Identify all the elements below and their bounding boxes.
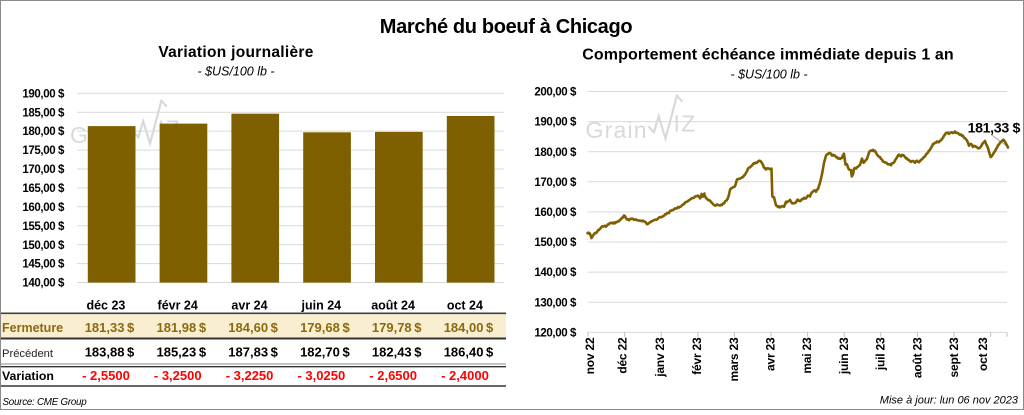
svg-text:juil 23: juil 23: [873, 337, 887, 371]
svg-text:155,00 $: 155,00 $: [22, 221, 65, 233]
svg-text:165,00 $: 165,00 $: [22, 183, 65, 195]
svg-text:181,98 $: 181,98 $: [156, 320, 206, 335]
svg-text:145,00 $: 145,00 $: [22, 259, 65, 271]
svg-text:août 23: août 23: [910, 337, 924, 378]
svg-text:150,00 $: 150,00 $: [534, 237, 577, 249]
svg-text:juin 23: juin 23: [837, 337, 851, 375]
svg-text:Fermeture: Fermeture: [2, 321, 63, 335]
svg-text:- 2,5500: - 2,5500: [82, 368, 130, 383]
svg-text:185,00 $: 185,00 $: [22, 107, 65, 119]
svg-text:Mise à jour: lun 06 nov 2023: Mise à jour: lun 06 nov 2023: [880, 395, 1019, 407]
svg-text:186,40 $: 186,40 $: [444, 345, 494, 360]
svg-text:avr 24: avr 24: [231, 299, 267, 313]
svg-text:183,88 $: 183,88 $: [85, 345, 135, 360]
svg-text:janv 23: janv 23: [653, 337, 667, 378]
svg-text:160,00 $: 160,00 $: [22, 202, 65, 214]
svg-text:150,00 $: 150,00 $: [22, 240, 65, 252]
svg-text:Variation: Variation: [2, 369, 54, 383]
svg-text:- 3,2250: - 3,2250: [226, 368, 274, 383]
svg-text:déc 23: déc 23: [86, 299, 125, 313]
svg-text:140,00 $: 140,00 $: [534, 267, 577, 279]
svg-text:Précédent: Précédent: [2, 348, 54, 360]
svg-text:sept 23: sept 23: [947, 337, 961, 377]
svg-text:oct 23: oct 23: [976, 337, 990, 371]
svg-text:juin 24: juin 24: [301, 299, 342, 313]
svg-text:200,00 $: 200,00 $: [534, 87, 577, 99]
svg-text:mai 23: mai 23: [800, 337, 814, 374]
svg-text:179,68 $: 179,68 $: [300, 320, 350, 335]
svg-text:août 24: août 24: [371, 299, 415, 313]
svg-text:- 2,6500: - 2,6500: [369, 368, 417, 383]
svg-text:190,00 $: 190,00 $: [534, 117, 577, 129]
svg-text:180,00 $: 180,00 $: [22, 126, 65, 138]
svg-text:Comportement échéance immédiat: Comportement échéance immédiate depuis 1…: [582, 47, 954, 64]
svg-text:120,00 $: 120,00 $: [534, 327, 577, 339]
svg-text:170,00 $: 170,00 $: [22, 164, 65, 176]
svg-text:182,43 $: 182,43 $: [372, 345, 422, 360]
svg-text:170,00 $: 170,00 $: [534, 177, 577, 189]
svg-text:185,23 $: 185,23 $: [156, 345, 206, 360]
svg-text:190,00 $: 190,00 $: [22, 88, 65, 100]
svg-text:179,78 $: 179,78 $: [372, 320, 422, 335]
svg-text:oct 24: oct 24: [447, 299, 483, 313]
svg-text:175,00 $: 175,00 $: [22, 145, 65, 157]
svg-text:182,70 $: 182,70 $: [300, 345, 350, 360]
svg-text:nov 22: nov 22: [583, 337, 597, 374]
svg-text:181,33 $: 181,33 $: [85, 320, 135, 335]
svg-text:avr 23: avr 23: [763, 337, 777, 371]
svg-text:févr 24: févr 24: [158, 299, 198, 313]
svg-text:Marché du boeuf à Chicago: Marché du boeuf à Chicago: [380, 16, 633, 38]
svg-text:140,00 $: 140,00 $: [22, 278, 65, 290]
svg-text:184,60 $: 184,60 $: [228, 320, 278, 335]
svg-text:180,00 $: 180,00 $: [534, 147, 577, 159]
svg-text:184,00 $: 184,00 $: [444, 320, 494, 335]
svg-text:130,00 $: 130,00 $: [534, 297, 577, 309]
svg-text:- 3,0250: - 3,0250: [297, 368, 345, 383]
svg-text:160,00 $: 160,00 $: [534, 207, 577, 219]
svg-text:187,83 $: 187,83 $: [228, 345, 278, 360]
svg-text:- $US/100 lb -: - $US/100 lb -: [730, 68, 807, 82]
svg-text:déc 22: déc 22: [616, 337, 630, 374]
svg-text:181,33 $: 181,33 $: [968, 120, 1021, 136]
svg-text:- 2,4000: - 2,4000: [441, 368, 489, 383]
svg-text:févr 23: févr 23: [690, 337, 704, 375]
svg-text:- 3,2500: - 3,2500: [154, 368, 202, 383]
svg-text:- $US/100 lb -: - $US/100 lb -: [197, 65, 274, 79]
svg-text:Variation journalière: Variation journalière: [158, 44, 313, 61]
svg-text:mars 23: mars 23: [727, 337, 741, 381]
svg-text:Source: CME Group: Source: CME Group: [3, 397, 88, 408]
